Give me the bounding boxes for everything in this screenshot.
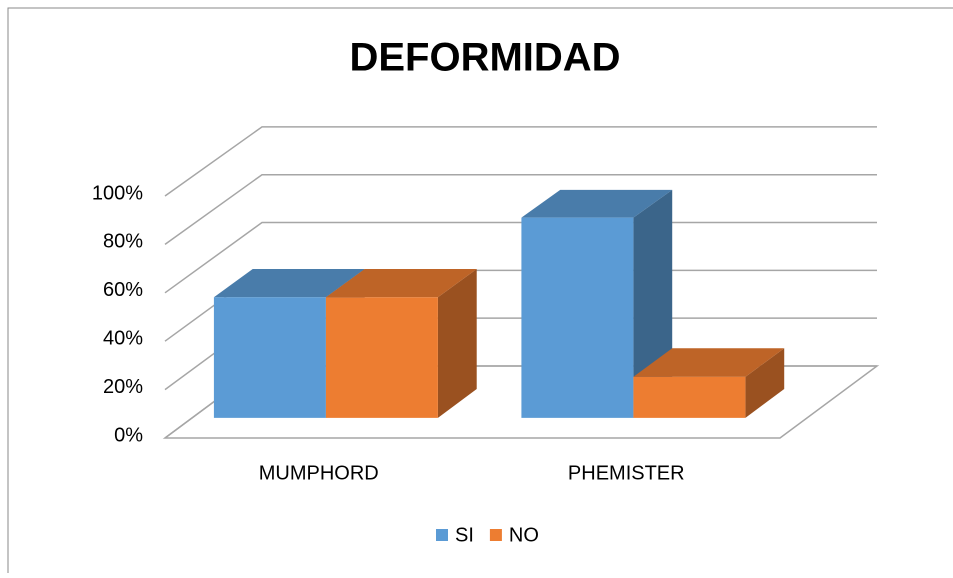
y-tick-label: 60% bbox=[103, 279, 143, 301]
legend-swatch bbox=[489, 529, 502, 541]
bar-side bbox=[745, 348, 785, 418]
grid-line bbox=[164, 126, 877, 197]
bar-top bbox=[213, 269, 365, 298]
bar-front bbox=[521, 217, 634, 418]
bar-top bbox=[325, 269, 477, 298]
bar-side bbox=[437, 269, 477, 418]
y-tick-label: 100% bbox=[92, 182, 143, 204]
legend-label: SI bbox=[455, 524, 474, 546]
y-tick-label: 40% bbox=[103, 327, 143, 349]
bar-front bbox=[213, 297, 326, 418]
y-tick-label: 80% bbox=[103, 231, 143, 253]
bar-front bbox=[633, 376, 746, 418]
bar bbox=[325, 269, 477, 418]
x-tick-label: PHEMISTER bbox=[568, 462, 685, 484]
legend-label: NO bbox=[509, 524, 539, 546]
bar bbox=[633, 348, 785, 418]
bar-top bbox=[521, 189, 673, 218]
bar-front bbox=[325, 297, 438, 418]
bar-top bbox=[633, 348, 785, 377]
grid-line bbox=[164, 173, 877, 246]
y-tick-label: 20% bbox=[103, 376, 143, 398]
legend-swatch bbox=[436, 529, 448, 541]
chart-frame bbox=[7, 7, 953, 578]
x-tick-label: MUMPHORD bbox=[259, 462, 379, 484]
chart-title: DEFORMIDAD bbox=[349, 36, 620, 80]
y-tick-label: 0% bbox=[114, 424, 143, 446]
